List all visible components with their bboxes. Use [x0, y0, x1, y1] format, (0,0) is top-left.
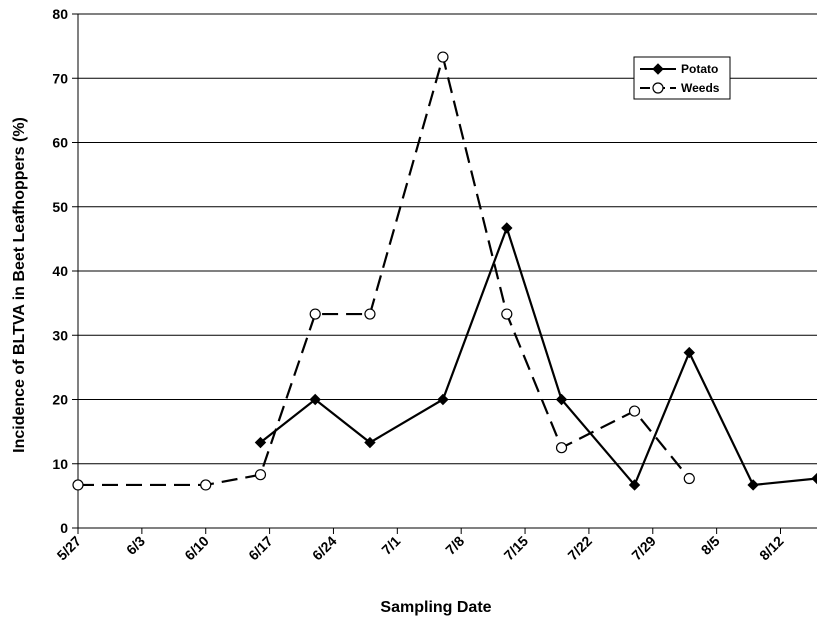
data-point-weeds [309, 308, 321, 320]
y-tick-label: 20 [52, 392, 68, 408]
x-tick-label: 7/1 [378, 533, 403, 558]
legend-marker [652, 82, 664, 94]
data-point-potato [747, 479, 759, 491]
x-tick-label: 7/22 [564, 533, 595, 564]
data-point-weeds [555, 442, 568, 454]
x-tick-label: 8/12 [756, 533, 787, 564]
series-group [72, 51, 817, 491]
data-point-potato [437, 393, 449, 406]
series-weeds [72, 51, 695, 491]
data-point-potato [555, 393, 568, 406]
series-potato [254, 222, 817, 491]
y-tick-label: 40 [52, 263, 68, 279]
y-tick-label: 70 [52, 70, 68, 86]
x-tick-label: 6/3 [123, 533, 148, 558]
data-point-potato [309, 393, 321, 406]
x-axis-title: Sampling Date [380, 599, 491, 616]
x-tick-label: 6/24 [309, 533, 340, 564]
data-point-weeds [683, 472, 695, 485]
y-tick-label: 10 [52, 456, 68, 472]
y-tick-label: 50 [52, 199, 68, 215]
series-line-weeds [78, 52, 691, 487]
data-point-weeds [72, 479, 84, 491]
legend-label: Weeds [681, 81, 720, 95]
data-point-weeds [364, 308, 376, 320]
x-tick-label: 5/27 [54, 533, 85, 564]
x-tick-label: 7/8 [442, 533, 467, 558]
x-tick-label: 8/5 [698, 533, 723, 558]
y-axis-title: Incidence of BLTVA in Beet Leafhoppers (… [11, 117, 28, 453]
gridlines [78, 13, 817, 465]
legend: Potato Weeds [633, 56, 731, 100]
legend-item-weeds: Weeds [640, 81, 720, 95]
x-tick-label: 6/17 [245, 533, 276, 564]
y-tick-label: 80 [52, 6, 68, 22]
series-line-potato [259, 224, 817, 488]
axes [72, 13, 817, 534]
data-point-weeds [628, 405, 641, 417]
data-point-weeds [200, 479, 212, 491]
x-tick-label: 7/29 [628, 533, 659, 564]
legend-box [633, 56, 731, 100]
data-point-potato [628, 479, 641, 491]
y-tick-label: 60 [52, 135, 68, 151]
legend-marker [652, 63, 664, 75]
legend-label: Potato [681, 62, 718, 76]
data-point-weeds [437, 51, 449, 63]
x-tick-label: 7/15 [501, 533, 532, 564]
data-point-weeds [501, 308, 513, 320]
data-point-potato [683, 346, 695, 359]
data-point-potato [811, 472, 817, 485]
legend-item-potato: Potato [640, 62, 718, 76]
data-point-weeds [254, 469, 267, 481]
y-tick-label: 0 [60, 520, 68, 536]
data-point-potato [501, 222, 513, 234]
x-tick-label: 6/10 [181, 533, 212, 564]
data-point-potato [254, 436, 267, 449]
data-point-potato [364, 436, 376, 449]
y-tick-label: 30 [52, 327, 68, 343]
